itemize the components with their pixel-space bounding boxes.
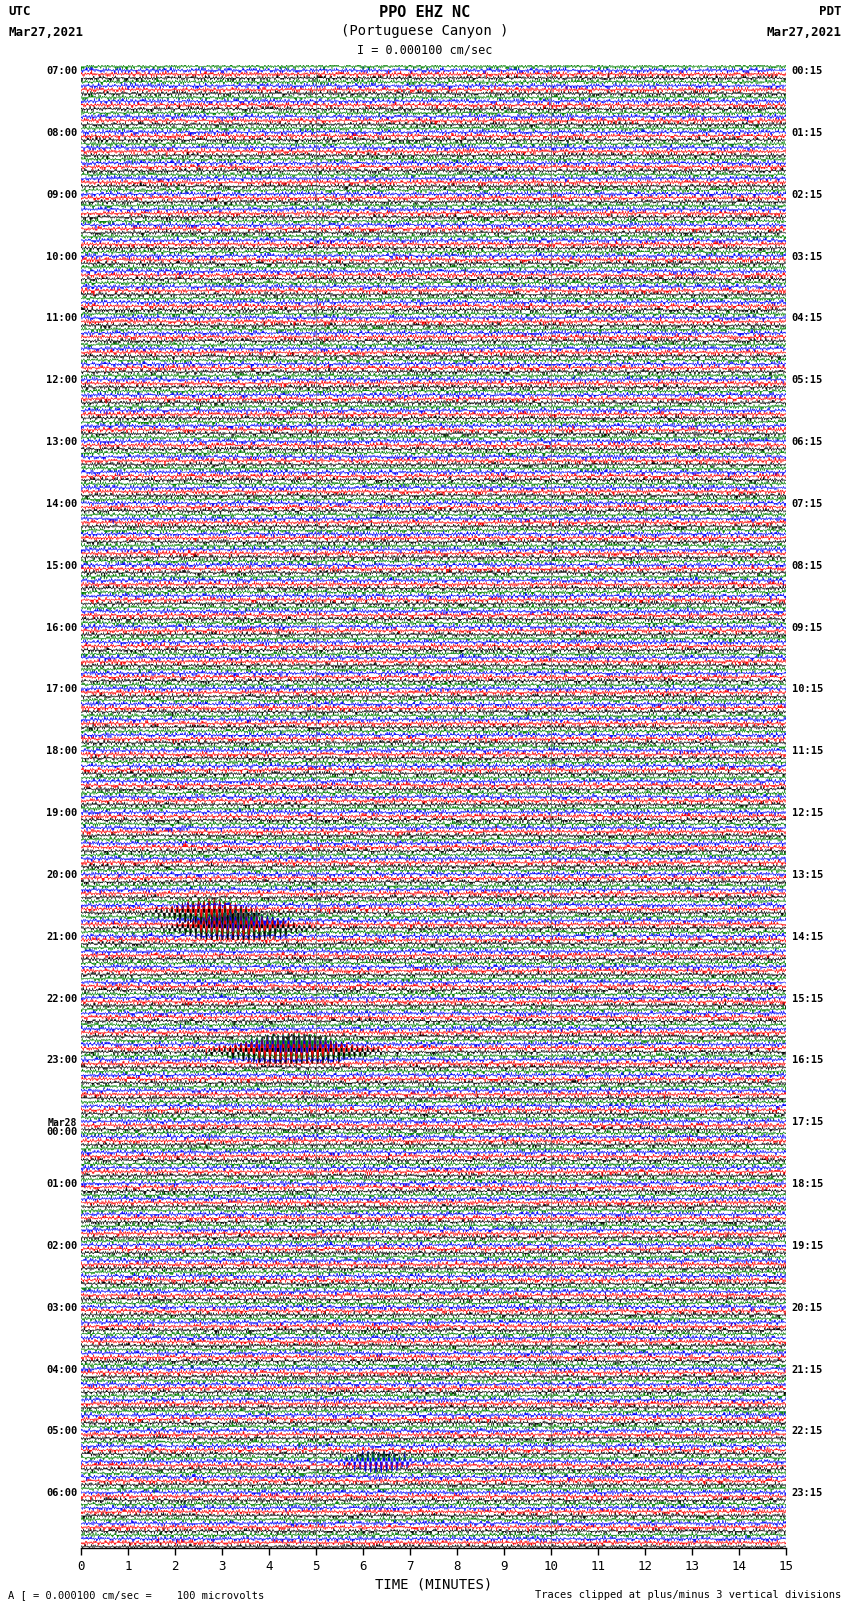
Text: 17:00: 17:00 [46,684,77,694]
Text: 23:15: 23:15 [792,1489,823,1498]
Text: A [ = 0.000100 cm/sec =    100 microvolts: A [ = 0.000100 cm/sec = 100 microvolts [8,1590,264,1600]
Text: 14:15: 14:15 [792,932,823,942]
Text: 16:15: 16:15 [792,1055,823,1065]
Text: 18:15: 18:15 [792,1179,823,1189]
Text: 01:00: 01:00 [46,1179,77,1189]
Text: 11:00: 11:00 [46,313,77,323]
Text: 12:00: 12:00 [46,376,77,386]
Text: 09:00: 09:00 [46,190,77,200]
Text: 20:15: 20:15 [792,1303,823,1313]
Text: 13:00: 13:00 [46,437,77,447]
Text: Mar27,2021: Mar27,2021 [8,26,83,39]
Text: 15:15: 15:15 [792,994,823,1003]
Text: 00:00: 00:00 [46,1127,77,1137]
Text: 23:00: 23:00 [46,1055,77,1065]
Text: Mar27,2021: Mar27,2021 [767,26,842,39]
Text: 19:00: 19:00 [46,808,77,818]
Text: 20:00: 20:00 [46,869,77,879]
Text: 11:15: 11:15 [792,747,823,756]
Text: Traces clipped at plus/minus 3 vertical divisions: Traces clipped at plus/minus 3 vertical … [536,1590,842,1600]
Text: Mar28: Mar28 [48,1118,77,1127]
Text: 08:15: 08:15 [792,561,823,571]
Text: 01:15: 01:15 [792,127,823,137]
Text: 16:00: 16:00 [46,623,77,632]
Text: 19:15: 19:15 [792,1240,823,1250]
Text: 22:15: 22:15 [792,1426,823,1436]
Text: 18:00: 18:00 [46,747,77,756]
Text: 02:00: 02:00 [46,1240,77,1250]
Text: 06:15: 06:15 [792,437,823,447]
Text: 15:00: 15:00 [46,561,77,571]
Text: PPO EHZ NC: PPO EHZ NC [379,5,471,19]
Text: 03:00: 03:00 [46,1303,77,1313]
Text: I = 0.000100 cm/sec: I = 0.000100 cm/sec [357,44,493,56]
Text: 22:00: 22:00 [46,994,77,1003]
Text: 07:00: 07:00 [46,66,77,76]
Text: 07:15: 07:15 [792,498,823,508]
Text: 02:15: 02:15 [792,190,823,200]
Text: 05:00: 05:00 [46,1426,77,1436]
Text: 09:15: 09:15 [792,623,823,632]
Text: 04:00: 04:00 [46,1365,77,1374]
Text: 10:00: 10:00 [46,252,77,261]
Text: 12:15: 12:15 [792,808,823,818]
Text: 05:15: 05:15 [792,376,823,386]
X-axis label: TIME (MINUTES): TIME (MINUTES) [375,1578,492,1592]
Text: 21:00: 21:00 [46,932,77,942]
Text: 17:15: 17:15 [792,1118,823,1127]
Text: 14:00: 14:00 [46,498,77,508]
Text: 08:00: 08:00 [46,127,77,137]
Text: (Portuguese Canyon ): (Portuguese Canyon ) [341,24,509,39]
Text: 21:15: 21:15 [792,1365,823,1374]
Text: 04:15: 04:15 [792,313,823,323]
Text: 03:15: 03:15 [792,252,823,261]
Text: 00:15: 00:15 [792,66,823,76]
Text: UTC: UTC [8,5,31,18]
Text: 10:15: 10:15 [792,684,823,694]
Text: PDT: PDT [819,5,842,18]
Text: 06:00: 06:00 [46,1489,77,1498]
Text: 13:15: 13:15 [792,869,823,879]
